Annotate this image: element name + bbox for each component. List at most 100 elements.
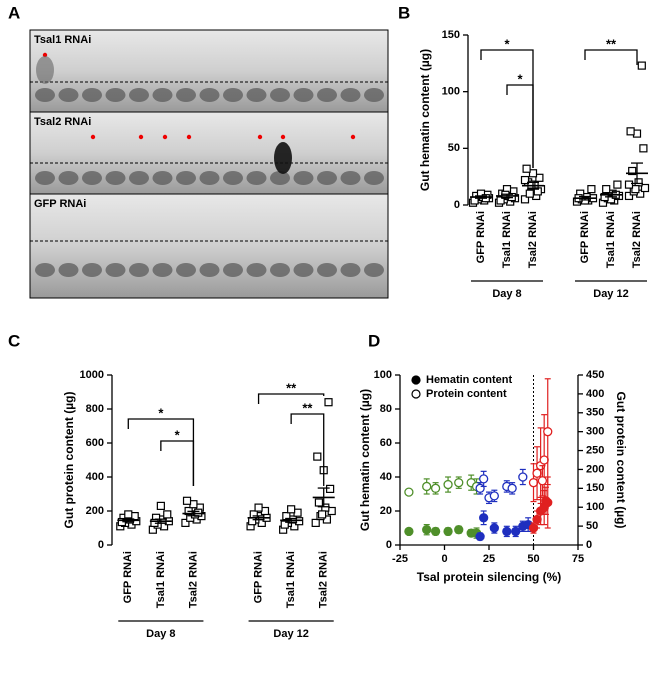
data-point (535, 173, 544, 182)
data-point (628, 166, 637, 176)
significance-bracket (160, 440, 195, 486)
data-point (454, 478, 464, 488)
data-point (163, 510, 172, 519)
gel-band (317, 171, 337, 185)
significance-bracket (127, 418, 195, 486)
gel-band (176, 171, 196, 185)
gel-band (364, 263, 384, 277)
x-tick-label: Tsal2 RNAi (187, 551, 199, 608)
x-tick-label: 75 (572, 553, 584, 565)
gel-band (36, 56, 54, 84)
data-point (533, 187, 542, 196)
data-point (537, 476, 548, 486)
y-tick-label: 600 (86, 437, 104, 449)
data-point (430, 483, 441, 493)
y-axis-label: Gut hematin content (µg) (418, 49, 432, 191)
y-tick-label: 60 (380, 437, 392, 449)
y2-tick-label: 150 (586, 482, 604, 494)
data-point (404, 487, 414, 497)
marker-dot (350, 134, 356, 140)
data-point (613, 180, 622, 189)
data-point (520, 175, 530, 185)
x-tick-label: 25 (483, 553, 495, 565)
y-tick-label: 50 (448, 142, 460, 154)
gel-band (199, 263, 220, 277)
data-point (326, 484, 335, 493)
gel-lane-label: Tsal1 RNAi (34, 34, 91, 46)
y2-tick-label: 450 (586, 369, 604, 381)
data-point (626, 127, 635, 136)
panel-label: B (398, 3, 410, 22)
significance-label: ** (286, 380, 297, 395)
group-label: Day 8 (492, 288, 521, 300)
data-point (496, 196, 505, 205)
gel-band (176, 88, 196, 102)
gel-band (129, 171, 149, 185)
x-tick-label: -25 (392, 553, 408, 565)
gel-band (364, 88, 384, 102)
significance-bracket (257, 393, 325, 404)
y2-tick-label: 0 (586, 539, 592, 551)
gel-band (105, 171, 126, 185)
data-point (587, 185, 596, 194)
gel-band (246, 88, 267, 102)
y-tick-label: 80 (380, 403, 392, 415)
panel-label: C (8, 331, 20, 350)
data-point (624, 191, 634, 201)
y2-axis-label: Gut protein content (µg) (614, 392, 628, 529)
y-tick-label: 150 (442, 29, 460, 41)
gel-lane-label: Tsal2 RNAi (34, 116, 91, 128)
x-axis-label: Tsal protein silencing (%) (417, 570, 561, 584)
x-tick-label: GFP RNAi (252, 551, 264, 603)
marker-dot (162, 134, 168, 140)
x-tick-label: 0 (441, 553, 447, 565)
gel-band (293, 171, 314, 185)
gel-band (317, 263, 337, 277)
data-point (313, 452, 322, 461)
x-tick-label: Tsal1 RNAi (155, 551, 167, 608)
legend-marker (411, 375, 421, 385)
data-point (502, 526, 512, 537)
significance-bracket (506, 84, 534, 168)
gel-band (246, 263, 267, 277)
data-point (640, 183, 650, 193)
group-label: Day 12 (273, 628, 308, 640)
significance-label: ** (302, 400, 313, 415)
gel-band (129, 88, 149, 102)
gel-band (317, 88, 337, 102)
y2-tick-label: 300 (586, 426, 604, 438)
panel-label: D (368, 331, 380, 350)
marker-dot (280, 134, 286, 140)
gel-band (58, 88, 79, 102)
data-point (254, 503, 263, 512)
gel-band (82, 88, 102, 102)
data-point (543, 427, 553, 437)
gel-band (35, 171, 55, 185)
y-tick-label: 800 (86, 403, 104, 415)
data-point (489, 491, 499, 501)
y-axis-label: Gut protein content (µg) (62, 392, 76, 529)
marker-dot (138, 134, 144, 140)
data-point (318, 510, 327, 519)
gel-band (270, 263, 290, 277)
gel-band (82, 263, 102, 277)
gel-band (293, 88, 314, 102)
significance-label: * (504, 36, 510, 51)
data-point (324, 398, 333, 407)
gel-band (246, 171, 267, 185)
data-point (248, 517, 257, 526)
gel-band (270, 171, 290, 185)
data-point (422, 481, 432, 492)
gel-band (199, 171, 220, 185)
group-label: Day 8 (146, 628, 175, 640)
data-point (489, 523, 499, 533)
gel-band (58, 263, 79, 277)
data-point (528, 478, 539, 488)
data-point (454, 525, 464, 535)
gel-band (82, 171, 102, 185)
y2-tick-label: 350 (586, 407, 604, 419)
y2-tick-label: 250 (586, 444, 604, 456)
data-point (404, 526, 414, 537)
data-point (637, 61, 646, 70)
